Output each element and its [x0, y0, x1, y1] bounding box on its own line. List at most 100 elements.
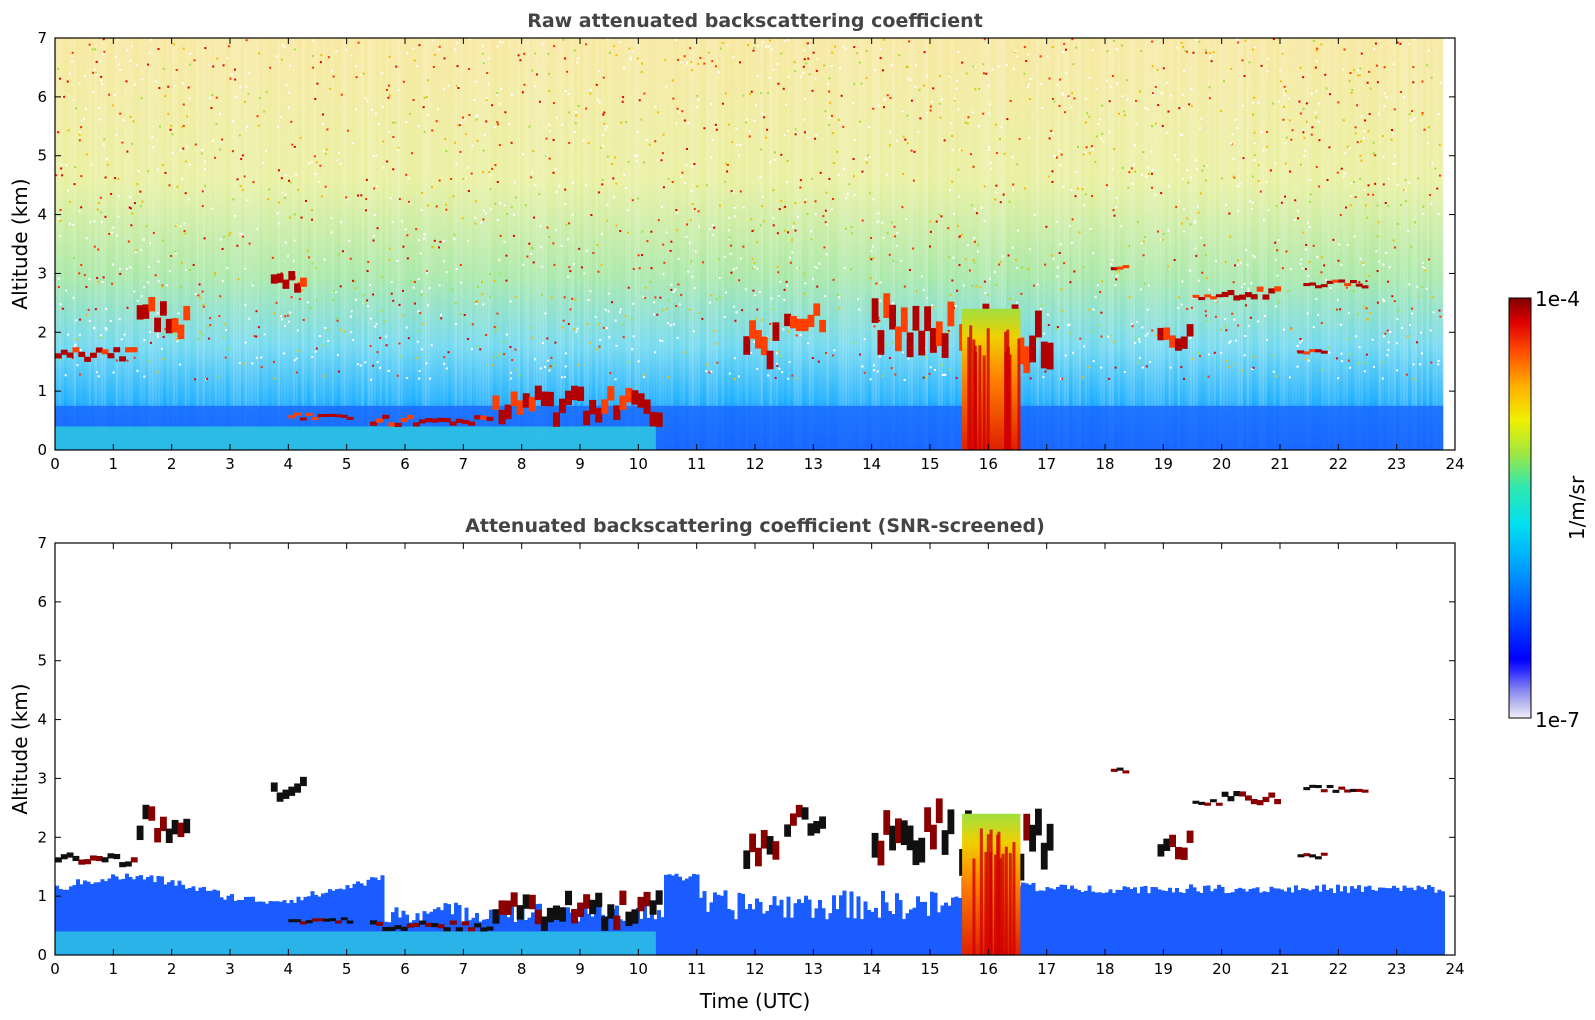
noise-speckle	[920, 275, 923, 278]
background-column	[949, 38, 953, 450]
noise-speckle	[1388, 266, 1391, 269]
noise-speckle	[369, 317, 372, 320]
background-column	[340, 38, 344, 450]
noise-speckle	[185, 115, 188, 118]
noise-speckle	[218, 315, 221, 318]
screened-boundary-layer	[1154, 887, 1158, 955]
background-column	[1162, 38, 1166, 450]
noise-speckle	[1376, 270, 1379, 273]
noise-speckle	[724, 92, 727, 95]
background-column	[496, 38, 500, 450]
noise-speckle	[1400, 91, 1403, 94]
noise-speckle	[473, 99, 476, 102]
screened-cloud-mark	[382, 926, 390, 932]
noise-speckle	[163, 333, 166, 336]
noise-speckle	[99, 196, 102, 199]
noise-speckle	[1392, 162, 1395, 165]
noise-speckle	[511, 359, 514, 362]
noise-speckle	[268, 188, 271, 191]
screened-cloud-mark	[1262, 796, 1270, 803]
noise-speckle	[1413, 117, 1416, 120]
noise-speckle	[667, 376, 670, 379]
noise-speckle	[1307, 359, 1310, 362]
noise-speckle	[1366, 81, 1369, 84]
screened-cloud-mark	[801, 807, 809, 820]
noise-speckle	[1296, 365, 1299, 368]
screened-boundary-layer	[146, 876, 150, 955]
noise-speckle	[1132, 163, 1135, 166]
noise-speckle	[870, 258, 873, 261]
screened-boundary-layer	[65, 889, 70, 955]
noise-speckle	[1282, 118, 1285, 121]
noise-speckle	[532, 150, 535, 153]
noise-speckle	[1422, 212, 1425, 215]
noise-speckle	[873, 364, 876, 367]
cloud-layer-mark	[130, 347, 138, 353]
screened-boundary-layer	[814, 908, 819, 955]
noise-speckle	[394, 121, 397, 124]
noise-speckle	[1203, 164, 1206, 167]
noise-speckle	[568, 266, 571, 269]
noise-speckle	[697, 62, 700, 65]
noise-speckle	[816, 285, 819, 288]
noise-speckle	[71, 357, 74, 360]
background-column	[1252, 38, 1256, 450]
noise-speckle	[419, 252, 422, 255]
background-column	[367, 38, 371, 450]
background-column	[250, 38, 254, 450]
noise-speckle	[1055, 327, 1058, 330]
noise-speckle	[693, 163, 696, 166]
background-column	[232, 38, 236, 450]
noise-speckle	[311, 356, 314, 359]
noise-speckle	[1063, 262, 1066, 265]
noise-speckle	[863, 371, 866, 374]
background-column	[1222, 38, 1226, 450]
noise-speckle	[951, 180, 954, 183]
noise-speckle	[1086, 112, 1089, 115]
noise-speckle	[931, 303, 934, 306]
x-tick-label: 23	[1387, 455, 1406, 473]
noise-speckle	[1421, 112, 1424, 115]
noise-speckle	[622, 323, 625, 326]
noise-speckle	[157, 48, 160, 51]
noise-speckle	[1008, 200, 1011, 203]
background-column	[736, 38, 740, 450]
noise-speckle	[1182, 45, 1185, 48]
noise-speckle	[173, 333, 176, 336]
noise-speckle	[1248, 61, 1251, 64]
noise-speckle	[355, 298, 358, 301]
noise-speckle	[133, 290, 136, 293]
noise-speckle	[806, 42, 809, 45]
background-column	[775, 38, 779, 450]
noise-speckle	[57, 67, 60, 70]
noise-speckle	[1304, 268, 1307, 271]
noise-speckle	[102, 143, 105, 146]
noise-speckle	[786, 181, 789, 184]
noise-speckle	[1299, 341, 1302, 344]
noise-speckle	[1189, 223, 1192, 226]
noise-speckle	[61, 174, 64, 177]
noise-speckle	[1374, 154, 1377, 157]
boundary-layer-cyan	[55, 426, 656, 450]
screened-cloud-mark	[1175, 846, 1182, 860]
screened-cloud-mark	[165, 828, 173, 844]
noise-speckle	[965, 72, 968, 75]
noise-speckle	[698, 311, 701, 314]
noise-speckle	[545, 154, 548, 157]
background-column	[925, 38, 929, 450]
noise-speckle	[856, 52, 859, 55]
noise-speckle	[1224, 318, 1227, 321]
screened-boundary-layer	[1038, 890, 1043, 955]
screened-cloud-mark	[871, 832, 879, 858]
noise-speckle	[489, 295, 492, 298]
noise-speckle	[180, 261, 183, 264]
noise-speckle	[57, 277, 60, 280]
noise-speckle	[1099, 291, 1102, 294]
noise-speckle	[420, 208, 423, 211]
noise-speckle	[459, 150, 462, 153]
noise-speckle	[971, 284, 974, 287]
noise-speckle	[555, 116, 558, 119]
noise-speckle	[1296, 210, 1299, 213]
noise-speckle	[811, 177, 814, 180]
noise-speckle	[485, 97, 488, 100]
